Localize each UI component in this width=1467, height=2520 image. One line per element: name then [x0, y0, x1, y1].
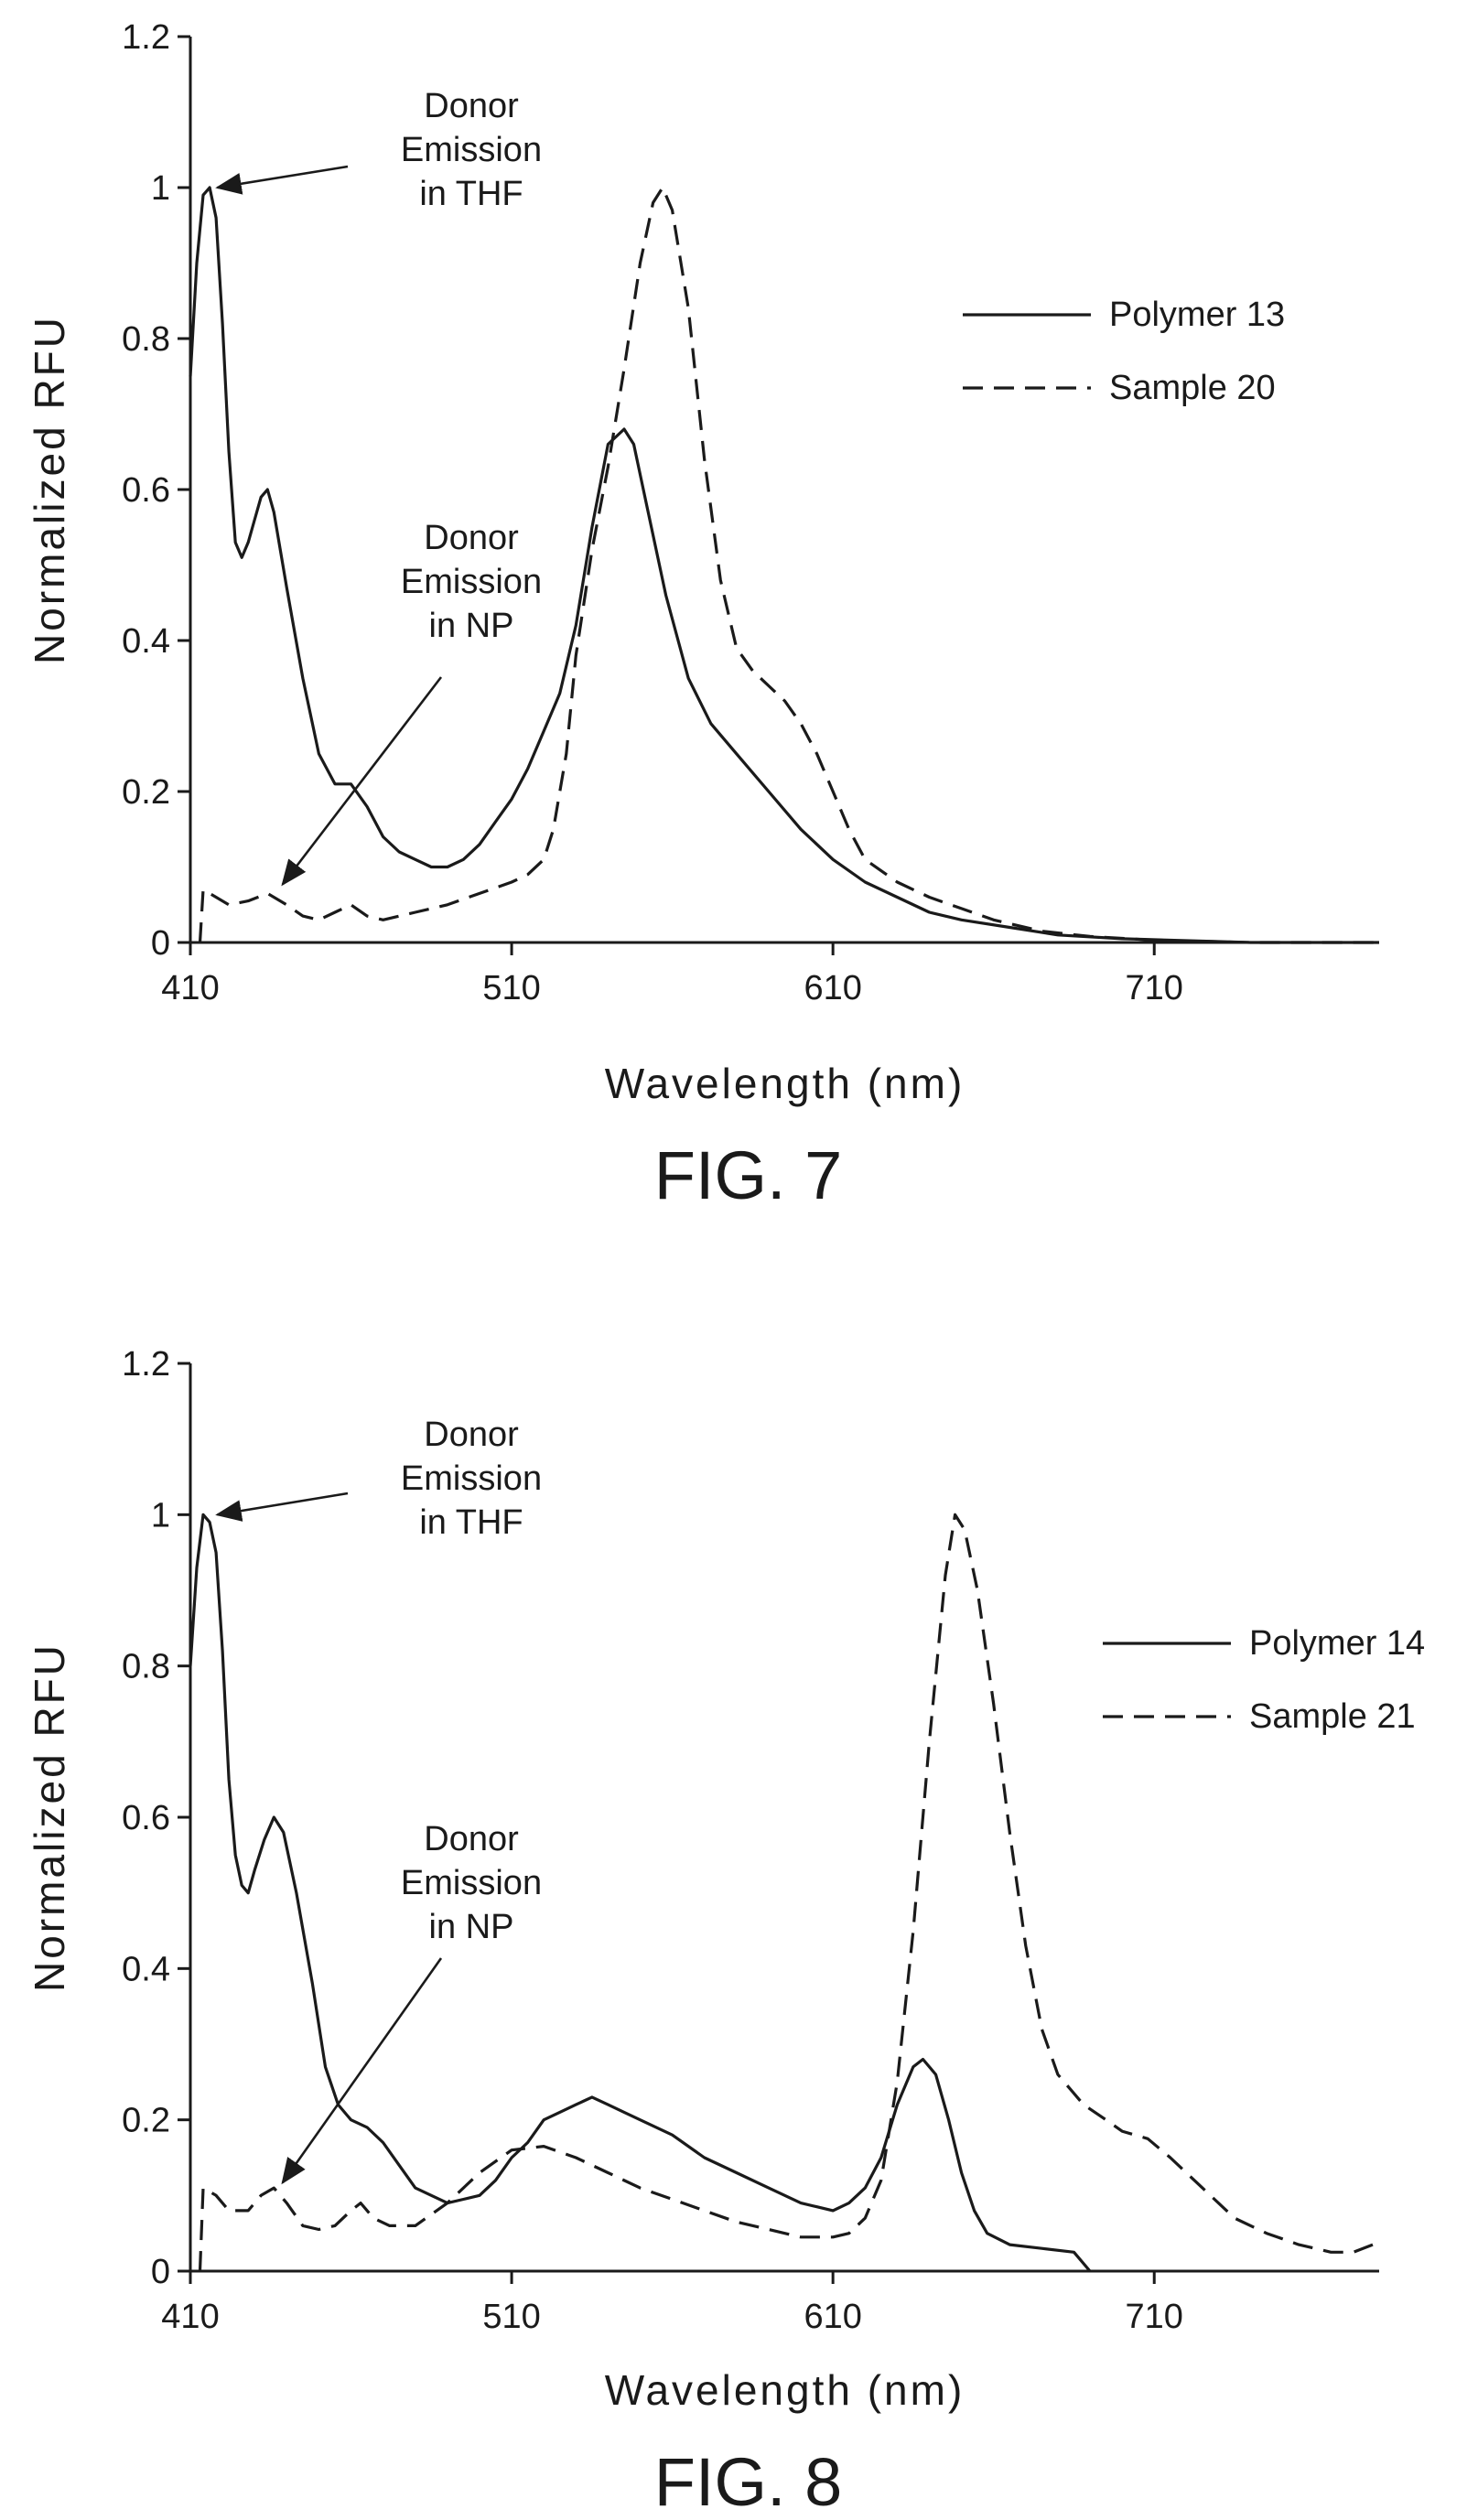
legend-label: Polymer 13: [1109, 296, 1285, 334]
legend-label: Sample 20: [1109, 369, 1276, 407]
axis-lines: [189, 1363, 1379, 2273]
annotation-arrow: [281, 1957, 443, 2185]
chart-fig-8: 0 0.2 0.4 0.6 0.8 1 1.2 410 510 610 710 Wavelength …: [26, 1345, 1425, 2520]
y-tick-label: 0: [151, 2253, 170, 2291]
annotation-text: Emission: [401, 1459, 542, 1498]
x-axis-label: Wavelength (nm): [605, 2366, 965, 2414]
annotation-arrow: [215, 165, 349, 195]
x-tick-label: 410: [161, 969, 219, 1007]
annotation-text: Donor: [424, 519, 519, 557]
legend-label: Polymer 14: [1249, 1624, 1425, 1663]
annotation-text: in NP: [429, 607, 514, 645]
annotation-arrow: [215, 1492, 349, 1522]
y-tick-label: 0.2: [122, 773, 170, 812]
x-tick-label: 510: [482, 2298, 540, 2336]
y-tick-label: 1: [151, 1496, 170, 1535]
y-tick-label: 0.4: [122, 622, 170, 661]
x-tick-label: 410: [161, 2298, 219, 2336]
x-tick-label: 710: [1126, 2298, 1183, 2336]
series-line-polymer-14: [189, 1513, 1092, 2273]
series-line-polymer-13: [189, 186, 1379, 944]
annotation-text: in THF: [419, 175, 523, 213]
annotation-text: Emission: [401, 131, 542, 169]
y-tick-label: 1: [151, 169, 170, 208]
annotation-arrow: [281, 676, 443, 887]
y-axis-label: Normalized RFU: [26, 1642, 73, 1992]
y-tick-label: 0.6: [122, 1799, 170, 1837]
series-line-sample-20: [198, 186, 1379, 944]
annotation-text: Donor: [424, 87, 519, 125]
x-tick-label: 610: [804, 2298, 861, 2336]
figure-caption: FIG. 7: [654, 1137, 843, 1213]
annotation-text: Donor: [424, 1820, 519, 1858]
y-axis-label: Normalized RFU: [26, 315, 73, 664]
legend-label: Sample 21: [1249, 1697, 1416, 1736]
y-tick-label: 1.2: [122, 1345, 170, 1384]
y-tick-label: 0.4: [122, 1950, 170, 1988]
y-tick-label: 0.2: [122, 2102, 170, 2140]
figure-caption: FIG. 8: [654, 2444, 843, 2520]
y-tick-label: 1.2: [122, 18, 170, 57]
annotation-text: Donor: [424, 1416, 519, 1454]
y-tick-label: 0: [151, 924, 170, 963]
annotation-text: Emission: [401, 1864, 542, 1902]
annotation-text: in NP: [429, 1908, 514, 1946]
x-tick-label: 610: [804, 969, 861, 1007]
x-axis-label: Wavelength (nm): [605, 1060, 965, 1107]
annotation-text: Emission: [401, 563, 542, 601]
y-tick-label: 0.6: [122, 471, 170, 510]
series-line-sample-21: [198, 1513, 1374, 2272]
x-tick-label: 510: [482, 969, 540, 1007]
chart-fig-7: 0 0.2 0.4 0.6 0.8 1 1.2 410 510 610 710 Wavelength …: [26, 18, 1379, 1213]
y-tick-label: 0.8: [122, 1648, 170, 1686]
y-tick-label: 0.8: [122, 320, 170, 359]
annotation-text: in THF: [419, 1503, 523, 1542]
x-tick-label: 710: [1126, 969, 1183, 1007]
